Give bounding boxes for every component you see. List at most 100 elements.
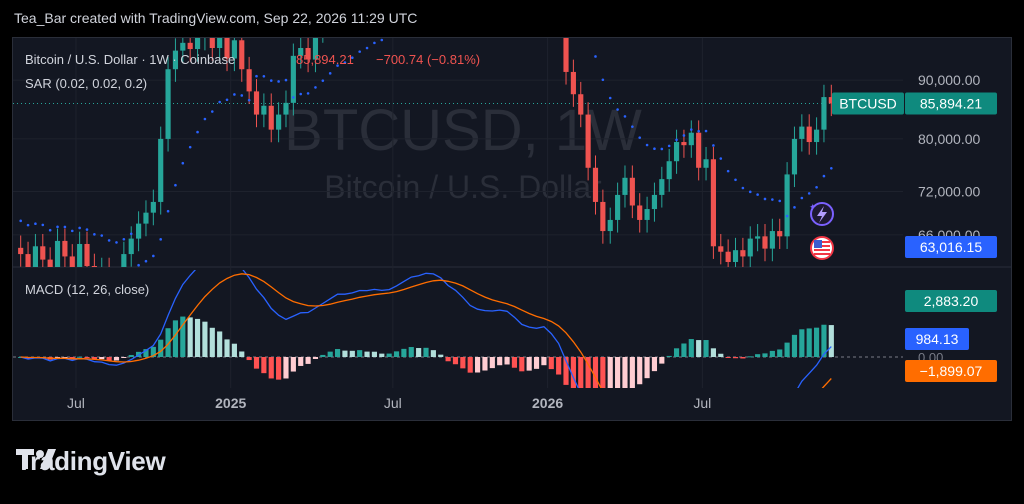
sar-dot: [174, 183, 177, 187]
last-price-tag: 85,894.21: [905, 92, 997, 115]
macd-histogram-bar: [187, 317, 193, 357]
macd-histogram-bar: [312, 357, 319, 359]
macd-histogram-bar: [452, 357, 459, 365]
macd-histogram-bar: [298, 357, 304, 366]
price-chart[interactable]: BTCUSD, 1W Bitcoin / U.S. Dollar 90,000.…: [13, 38, 1012, 421]
sar-dot: [365, 46, 369, 50]
sar-dot: [321, 79, 325, 82]
sar-dot: [623, 115, 627, 118]
candle-body: [703, 159, 709, 168]
candle-body: [136, 223, 142, 239]
legend-symbol[interactable]: Bitcoin / U.S. Dollar · 1W · Coinbase: [25, 52, 235, 67]
macd-histogram-bar: [62, 357, 68, 358]
sar-dot: [358, 50, 361, 53]
sar-dot: [19, 219, 22, 223]
candle-body: [128, 238, 134, 255]
macd-histogram-bar: [77, 356, 83, 358]
sar-dot: [255, 74, 258, 78]
candle-body: [224, 38, 230, 59]
macd-histogram-bar: [511, 357, 518, 368]
candle-body: [629, 177, 635, 206]
sar-dot: [726, 169, 730, 173]
sar-dot: [203, 117, 207, 121]
macd-histogram-bar: [563, 357, 569, 385]
sar-dot: [351, 56, 354, 60]
macd-histogram-bar: [497, 357, 503, 366]
lightning-event-icon[interactable]: ✦: [809, 202, 834, 226]
macd-histogram-bar: [475, 357, 481, 373]
tradingview-brand[interactable]: TradingView: [16, 446, 166, 477]
macd-histogram-bar: [541, 357, 547, 366]
candle-body: [261, 105, 267, 115]
macd-histogram-bar: [268, 357, 274, 379]
candle-body: [615, 194, 621, 220]
candle-body: [813, 129, 820, 143]
candle-body: [298, 48, 304, 56]
macd-histogram-bar: [813, 327, 820, 357]
macd-histogram-bar: [364, 351, 370, 357]
macd-histogram-bar: [231, 343, 237, 357]
macd-line: [20, 270, 832, 388]
candle-body: [637, 205, 643, 220]
sar-dot: [233, 93, 236, 96]
candle-body: [158, 138, 164, 202]
macd-histogram-bar: [320, 354, 326, 357]
chart-frame[interactable]: BTCUSD, 1W Bitcoin / U.S. Dollar 90,000.…: [12, 37, 1012, 421]
macd-histogram-bar: [91, 357, 97, 360]
us-flag-event-icon[interactable]: [810, 236, 834, 260]
sar-dot: [616, 108, 619, 111]
candle-body: [607, 219, 613, 232]
macd-histogram-tag-text: 2,883.20: [924, 293, 979, 309]
candle-body: [305, 48, 311, 60]
candle-body: [673, 142, 680, 162]
macd-histogram-bar: [725, 357, 731, 358]
candle-body: [710, 159, 716, 247]
macd-histogram-bar: [489, 357, 495, 369]
candle-body: [194, 38, 201, 50]
candle-body: [784, 174, 790, 237]
macd-histogram-bar: [224, 339, 230, 357]
macd-histogram-bar: [172, 320, 179, 357]
sar-dot: [682, 134, 686, 137]
macd-histogram-bar: [430, 350, 436, 357]
macd-histogram-bar: [666, 355, 672, 357]
sar-dot: [373, 41, 376, 45]
macd-histogram-bar: [799, 329, 805, 357]
legend-sar[interactable]: SAR (0.02, 0.02, 0.2): [25, 76, 147, 91]
sar-dot: [763, 197, 767, 201]
candle-body: [666, 161, 672, 180]
macd-histogram-bar: [548, 357, 554, 370]
signal-value-tag-text: −1,899.07: [920, 363, 983, 379]
sar-dot: [785, 214, 789, 218]
y-tick-label: 80,000.00: [918, 131, 980, 147]
sar-dot: [314, 86, 317, 89]
candle-body: [799, 126, 805, 139]
candle-body: [651, 194, 658, 210]
sar-dot: [800, 196, 804, 200]
macd-histogram-bar: [821, 324, 827, 357]
macd-histogram-bar: [393, 351, 400, 357]
candle-body: [231, 40, 237, 59]
sar-dot: [608, 96, 612, 100]
sar-value-tag-bg: [905, 236, 997, 258]
sar-dot: [306, 92, 310, 95]
sar-dot: [807, 192, 811, 195]
candle-body: [40, 246, 46, 260]
candle-body: [806, 126, 812, 143]
candle-body: [600, 201, 606, 232]
macd-histogram-bar: [762, 353, 768, 357]
candle-body: [187, 42, 193, 50]
sar-dot: [41, 223, 45, 227]
sar-dot: [601, 78, 605, 82]
sar-dot: [93, 233, 96, 236]
macd-histogram-bar: [519, 357, 525, 372]
macd-histogram-bar: [504, 357, 510, 365]
sar-dot: [63, 225, 67, 229]
macd-histogram-bar: [357, 350, 363, 357]
sar-dot: [181, 161, 185, 165]
sar-dot: [225, 98, 229, 102]
macd-histogram-bar: [128, 354, 134, 357]
legend-macd[interactable]: MACD (12, 26, close): [25, 282, 149, 297]
sar-dot: [152, 254, 155, 258]
macd-value-tag-bg: [905, 328, 969, 350]
